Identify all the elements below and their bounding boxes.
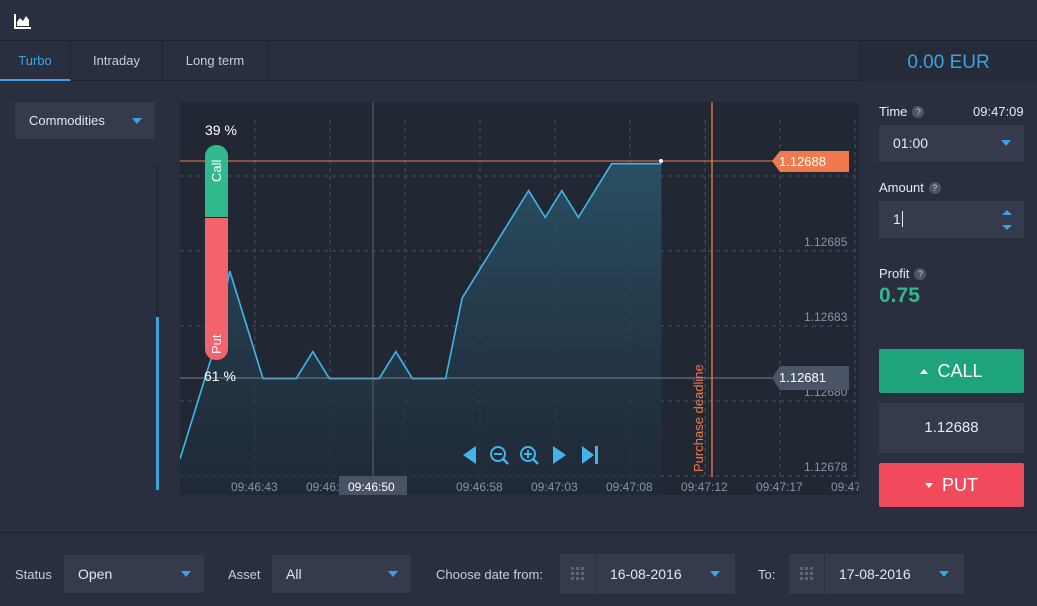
stepper-up-icon[interactable]: [1002, 210, 1012, 215]
asset-category-dropdown[interactable]: Commodities: [15, 102, 155, 139]
put-percent: 61 %: [204, 368, 236, 384]
arrow-left-icon[interactable]: [463, 446, 476, 464]
current-price-value: 1.12681: [779, 370, 826, 385]
chevron-down-icon: [181, 571, 191, 577]
asset-category-value: Commodities: [29, 113, 105, 128]
chevron-down-icon: [939, 571, 949, 577]
x-tick-label: 09:46:43: [231, 480, 278, 494]
amount-value: 1: [893, 211, 901, 227]
call-bar-fill: [205, 205, 228, 217]
top-bar: [0, 0, 1037, 41]
status-dropdown[interactable]: Open: [64, 555, 204, 593]
price-chart-svg: Purchase deadline 1.126851.126831.126801…: [180, 102, 859, 495]
last-price-point: [659, 159, 663, 163]
calendar-grid-icon: [571, 554, 596, 594]
x-tick-label: 09:47:17: [756, 480, 803, 494]
x-tick-label: 09:47:12: [681, 480, 728, 494]
call-percent: 39 %: [205, 122, 237, 138]
status-label: Status: [15, 567, 52, 582]
time-value: 01:00: [893, 135, 929, 151]
chevron-down-icon: [1001, 140, 1011, 146]
profit-label-wrap: Profit?: [879, 266, 927, 281]
profit-label: Profit: [879, 266, 910, 281]
call-bar-label: Call: [209, 159, 224, 182]
call-button-label: CALL: [937, 361, 983, 381]
arrow-up-icon: [920, 369, 929, 374]
skip-end-icon[interactable]: [582, 446, 598, 464]
x-tick-label: 09:47:03: [531, 480, 578, 494]
x-axis-ticks: 09:46:4309:46:6:5309:46:5809:47:0309:47:…: [231, 480, 859, 494]
amount-stepper[interactable]: [1001, 208, 1013, 232]
tab-long-term[interactable]: Long term: [163, 41, 268, 81]
status-value: Open: [78, 566, 113, 582]
put-bar-label: Put: [209, 334, 224, 354]
help-icon[interactable]: ?: [912, 106, 925, 118]
date-to-picker[interactable]: 17-08-2016: [789, 554, 964, 594]
purchase-deadline-label: Purchase deadline: [691, 364, 706, 472]
amount-label-wrap: Amount?: [879, 180, 941, 195]
text-cursor: [901, 211, 903, 227]
stepper-down-icon[interactable]: [1002, 225, 1012, 230]
put-button-label: PUT: [942, 475, 978, 495]
time-label: Time: [879, 104, 908, 119]
asset-label: Asset: [228, 567, 261, 582]
time-label-wrap: Time?: [879, 104, 925, 119]
chevron-down-icon: [132, 118, 142, 124]
tab-intraday[interactable]: Intraday: [71, 41, 163, 81]
amount-label: Amount: [879, 180, 924, 195]
current-price-tag: 1.12681: [772, 366, 849, 390]
x-tick-label: 09:47: [831, 480, 859, 494]
profit-value: 0.75: [879, 284, 920, 307]
chart-logo-icon[interactable]: [14, 13, 32, 29]
current-clock: 09:47:09: [973, 104, 1024, 119]
time-dropdown[interactable]: 01:00: [879, 125, 1024, 162]
account-balance: 0.00 EUR: [859, 41, 1037, 81]
asset-dropdown[interactable]: All: [272, 555, 411, 593]
amount-input[interactable]: 1: [879, 201, 1024, 238]
x-tick-label: 09:47:08: [606, 480, 653, 494]
put-bar: [205, 218, 228, 360]
date-from-picker[interactable]: 16-08-2016: [560, 554, 735, 594]
calendar-grid-icon: [800, 554, 825, 594]
help-icon[interactable]: ?: [914, 268, 927, 280]
zoom-out-icon[interactable]: [490, 446, 509, 465]
call-bar: [205, 145, 228, 217]
arrow-right-icon[interactable]: [553, 446, 566, 464]
call-strike-value: 1.12688: [779, 154, 826, 169]
cursor-time: 09:46:50: [348, 480, 395, 494]
scrollbar-thumb[interactable]: [156, 317, 159, 490]
tab-turbo[interactable]: Turbo: [0, 41, 71, 81]
call-strike-tag: 1.12688: [772, 151, 849, 172]
date-from-value: 16-08-2016: [610, 566, 682, 582]
chevron-down-icon: [710, 571, 720, 577]
date-to-value: 17-08-2016: [839, 566, 911, 582]
asset-value: All: [286, 566, 302, 582]
x-tick-label: 09:46:: [306, 480, 339, 494]
price-line: [180, 162, 662, 460]
x-tick-label: 09:46:58: [456, 480, 503, 494]
arrow-down-icon: [925, 483, 933, 488]
zoom-in-icon[interactable]: [520, 446, 539, 465]
strike-price: 1.12688: [879, 403, 1024, 453]
put-bar-fill: [205, 218, 228, 230]
put-button[interactable]: PUT: [879, 463, 1024, 507]
price-area: [180, 163, 662, 495]
y-tick-label: 1.12678: [804, 460, 848, 474]
call-button[interactable]: CALL: [879, 349, 1024, 393]
chevron-down-icon: [388, 571, 398, 577]
y-tick-label: 1.12685: [804, 235, 848, 249]
date-from-label: Choose date from:: [436, 567, 543, 582]
help-icon[interactable]: ?: [928, 182, 941, 194]
filters-bar: Status Open Asset All Choose date from: …: [0, 532, 1037, 606]
date-to-label: To:: [758, 567, 776, 582]
price-chart[interactable]: Purchase deadline 1.12685 1.12683 1.12680 1…: [180, 102, 859, 495]
cursor-time-tag: [339, 476, 407, 495]
y-tick-label: 1.12683: [804, 310, 848, 324]
